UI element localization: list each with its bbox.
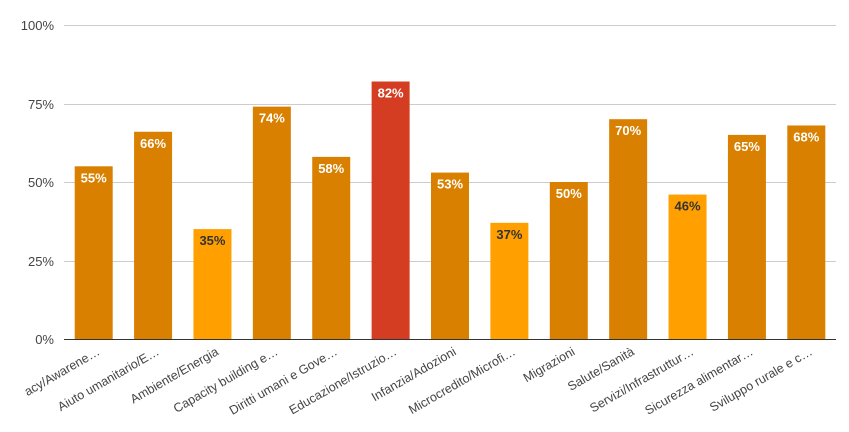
- y-tick-label: 50%: [28, 175, 54, 190]
- data-label: 70%: [615, 123, 641, 138]
- x-category-label: Servizi/Infrastruttur…: [587, 344, 696, 415]
- data-label: 55%: [81, 170, 107, 185]
- y-tick-label: 75%: [28, 97, 54, 112]
- x-category-label: Sicurezza alimentar…: [643, 344, 756, 417]
- bar: [787, 125, 826, 339]
- bar: [134, 131, 173, 339]
- y-axis-tick-labels: 0% 25% 50% 75% 100%: [21, 18, 55, 347]
- x-category-label: Aiuto umanitario/E…: [55, 344, 161, 413]
- bar: [193, 229, 232, 339]
- data-label: 82%: [378, 86, 404, 101]
- data-label: 74%: [259, 111, 285, 126]
- x-axis-category-labels: acy/Awarene…Aiuto umanitario/E…Ambiente/…: [22, 344, 815, 417]
- x-category-label: Capacity building e…: [171, 344, 280, 415]
- data-label: 68%: [793, 129, 819, 144]
- data-label: 35%: [199, 233, 225, 248]
- x-category-label: Educazione/Istruzio…: [287, 344, 399, 417]
- y-tick-label: 25%: [28, 254, 54, 269]
- data-label: 53%: [437, 177, 463, 192]
- bar: [668, 194, 707, 339]
- bar: [549, 182, 588, 339]
- data-label: 37%: [496, 227, 522, 242]
- x-category-label: Microcredito/Microfi…: [406, 344, 518, 417]
- bar: [609, 119, 648, 339]
- data-label: 46%: [675, 199, 701, 214]
- data-labels: 55% 66% 35% 74% 58% 82% 53% 37% 50% 70% 46% 65% 68%: [81, 86, 820, 249]
- y-tick-label: 100%: [21, 18, 55, 33]
- data-label: 58%: [318, 161, 344, 176]
- data-label: 65%: [734, 139, 760, 154]
- bar: [74, 166, 113, 339]
- bar: [727, 134, 766, 339]
- x-category-label: Diritti umani e Gove…: [227, 344, 340, 417]
- bar: [252, 106, 291, 339]
- bar: [312, 156, 351, 339]
- bar: [490, 222, 529, 339]
- data-label: 50%: [556, 186, 582, 201]
- y-tick-label: 0%: [35, 332, 54, 347]
- x-category-label: Sviluppo rurale e c…: [707, 344, 814, 414]
- bars: [74, 81, 826, 340]
- data-label: 66%: [140, 136, 166, 151]
- bar: [431, 172, 469, 339]
- bar: [371, 81, 410, 340]
